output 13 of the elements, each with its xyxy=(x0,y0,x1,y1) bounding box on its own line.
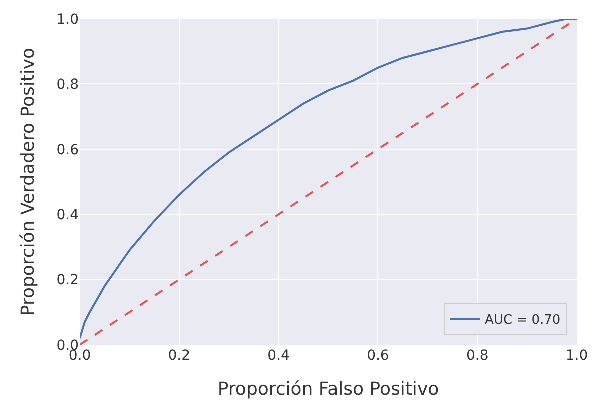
x-tick-label: 0.4 xyxy=(268,348,290,364)
y-axis-title: Proporción Verdadero Positivo xyxy=(18,48,39,316)
y-tick-label: 0.2 xyxy=(56,272,79,289)
x-tick-label: 0.8 xyxy=(466,348,489,364)
y-tick-label: 0.6 xyxy=(56,142,80,158)
x-tick-label: 0.2 xyxy=(168,348,191,364)
x-axis-title: Proporción Falso Positivo xyxy=(218,379,440,400)
x-tick-label: 1.0 xyxy=(566,348,588,364)
y-tick-label: 0.4 xyxy=(56,208,80,224)
y-tick-label: 1.0 xyxy=(56,12,79,28)
legend-label: AUC = 0.70 xyxy=(485,313,561,328)
y-tick-label: 0.8 xyxy=(56,77,79,94)
x-tick-label: 0.6 xyxy=(367,348,390,364)
